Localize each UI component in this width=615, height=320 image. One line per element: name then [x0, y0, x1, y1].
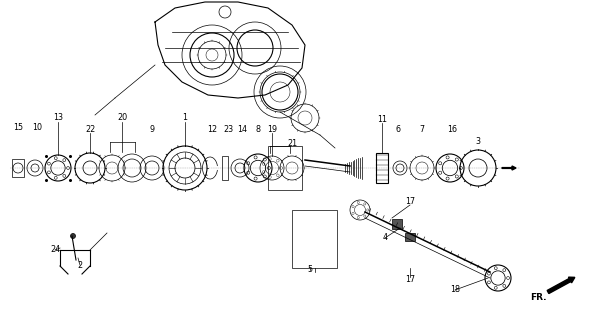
Bar [268, 146, 302, 190]
Bar [376, 153, 388, 183]
Text: 24: 24 [50, 245, 60, 254]
Text: 18: 18 [450, 285, 460, 294]
Text: 7: 7 [419, 125, 424, 134]
Text: 20: 20 [117, 114, 127, 123]
Text: 5: 5 [308, 266, 312, 275]
Text: 11: 11 [377, 116, 387, 124]
Text: FR.: FR. [530, 293, 546, 302]
Bar [405, 233, 415, 241]
FancyArrow shape [502, 166, 516, 170]
Text: 6: 6 [395, 125, 400, 134]
Text: 17: 17 [405, 197, 415, 206]
Text: 16: 16 [447, 125, 457, 134]
Text: 1: 1 [183, 114, 188, 123]
Text: 2: 2 [77, 260, 82, 269]
Bar [12, 159, 24, 177]
Text: 12: 12 [207, 125, 217, 134]
Text: 4: 4 [383, 234, 387, 243]
Text: 13: 13 [53, 114, 63, 123]
Text: 9: 9 [149, 125, 154, 134]
Text: 8: 8 [255, 125, 261, 134]
Text: 10: 10 [32, 124, 42, 132]
FancyArrow shape [547, 277, 575, 293]
Text: 19: 19 [267, 125, 277, 134]
Text: 3: 3 [475, 138, 480, 147]
Text: 21: 21 [287, 140, 297, 148]
Circle shape [71, 234, 76, 238]
Text: 14: 14 [237, 125, 247, 134]
Bar [392, 219, 402, 229]
Bar [221, 156, 229, 180]
Text: 22: 22 [85, 125, 95, 134]
Text: 15: 15 [13, 124, 23, 132]
Text: 17: 17 [405, 276, 415, 284]
Text: 23: 23 [223, 125, 233, 134]
Bar [292, 210, 337, 268]
